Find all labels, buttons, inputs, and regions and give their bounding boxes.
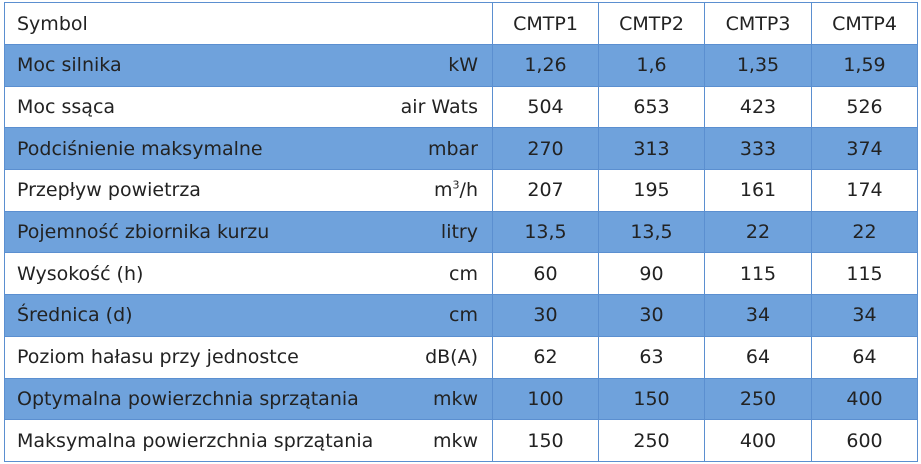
row-value: 207 (492, 169, 599, 212)
row-value: 150 (598, 377, 705, 421)
table-row: Przepływ powietrza m3/h 207 195 161 174 (4, 169, 918, 212)
row-value: 64 (704, 335, 812, 379)
row-label: Średnica (d) (4, 294, 390, 337)
row-unit: cm (389, 252, 493, 296)
row-value: 374 (811, 127, 918, 171)
header-model-3: CMTP3 (704, 2, 812, 45)
row-value: 400 (704, 419, 812, 462)
row-unit: air Wats (389, 85, 493, 129)
row-value: 195 (598, 169, 705, 212)
row-value: 174 (811, 169, 918, 212)
row-value: 115 (811, 252, 918, 296)
row-value: 115 (704, 252, 812, 296)
table-row: Maksymalna powierzchnia sprzątania mkw 1… (4, 419, 918, 462)
row-value: 90 (598, 252, 705, 296)
row-unit: mkw (389, 419, 493, 462)
row-value: 63 (598, 335, 705, 379)
table-row: Moc ssąca air Wats 504 653 423 526 (4, 85, 918, 129)
row-label: Optymalna powierzchnia sprzątania (4, 377, 390, 421)
table-row: Poziom hałasu przy jednostce dB(A) 62 63… (4, 335, 918, 379)
row-value: 13,5 (492, 210, 599, 254)
row-unit: mkw (389, 377, 493, 421)
row-unit: dB(A) (389, 335, 493, 379)
row-value: 653 (598, 85, 705, 129)
row-unit: cm (389, 294, 493, 337)
row-label: Maksymalna powierzchnia sprzątania (4, 419, 390, 462)
row-value: 150 (492, 419, 599, 462)
row-value: 1,35 (704, 44, 812, 87)
unit-rest: /h (459, 179, 478, 202)
table-row: Optymalna powierzchnia sprzątania mkw 10… (4, 377, 918, 421)
row-unit: m3/h (389, 169, 493, 212)
row-value: 333 (704, 127, 812, 171)
row-value: 313 (598, 127, 705, 171)
row-unit: litry (389, 210, 493, 254)
unit-base: m (434, 179, 453, 202)
row-value: 250 (704, 377, 812, 421)
header-model-2: CMTP2 (598, 2, 705, 45)
row-value: 100 (492, 377, 599, 421)
row-unit: kW (389, 44, 493, 87)
unit-superscript: 3 (452, 179, 460, 193)
row-value: 30 (598, 294, 705, 337)
row-value: 504 (492, 85, 599, 129)
row-value: 22 (704, 210, 812, 254)
row-value: 22 (811, 210, 918, 254)
row-value: 34 (704, 294, 812, 337)
header-label: Symbol (4, 2, 493, 45)
row-value: 161 (704, 169, 812, 212)
table-row: Pojemność zbiornika kurzu litry 13,5 13,… (4, 210, 918, 254)
row-value: 1,59 (811, 44, 918, 87)
row-value: 62 (492, 335, 599, 379)
header-model-4: CMTP4 (811, 2, 918, 45)
row-value: 400 (811, 377, 918, 421)
row-label: Pojemność zbiornika kurzu (4, 210, 390, 254)
table-row: Średnica (d) cm 30 30 34 34 (4, 294, 918, 337)
row-label: Wysokość (h) (4, 252, 390, 296)
row-label: Moc silnika (4, 44, 390, 87)
spec-table: Symbol CMTP1 CMTP2 CMTP3 CMTP4 Moc silni… (4, 2, 918, 462)
table-row: Wysokość (h) cm 60 90 115 115 (4, 252, 918, 296)
row-label: Podciśnienie maksymalne (4, 127, 390, 171)
row-value: 34 (811, 294, 918, 337)
row-value: 600 (811, 419, 918, 462)
row-value: 13,5 (598, 210, 705, 254)
header-model-1: CMTP1 (492, 2, 599, 45)
table-row: Podciśnienie maksymalne mbar 270 313 333… (4, 127, 918, 171)
row-value: 526 (811, 85, 918, 129)
row-value: 270 (492, 127, 599, 171)
row-value: 1,6 (598, 44, 705, 87)
row-value: 423 (704, 85, 812, 129)
row-label: Moc ssąca (4, 85, 390, 129)
row-label: Przepływ powietrza (4, 169, 390, 212)
row-label: Poziom hałasu przy jednostce (4, 335, 390, 379)
row-unit: mbar (389, 127, 493, 171)
table-header-row: Symbol CMTP1 CMTP2 CMTP3 CMTP4 (4, 2, 918, 45)
row-value: 250 (598, 419, 705, 462)
table-row: Moc silnika kW 1,26 1,6 1,35 1,59 (4, 44, 918, 87)
row-value: 60 (492, 252, 599, 296)
row-value: 30 (492, 294, 599, 337)
row-value: 64 (811, 335, 918, 379)
row-value: 1,26 (492, 44, 599, 87)
